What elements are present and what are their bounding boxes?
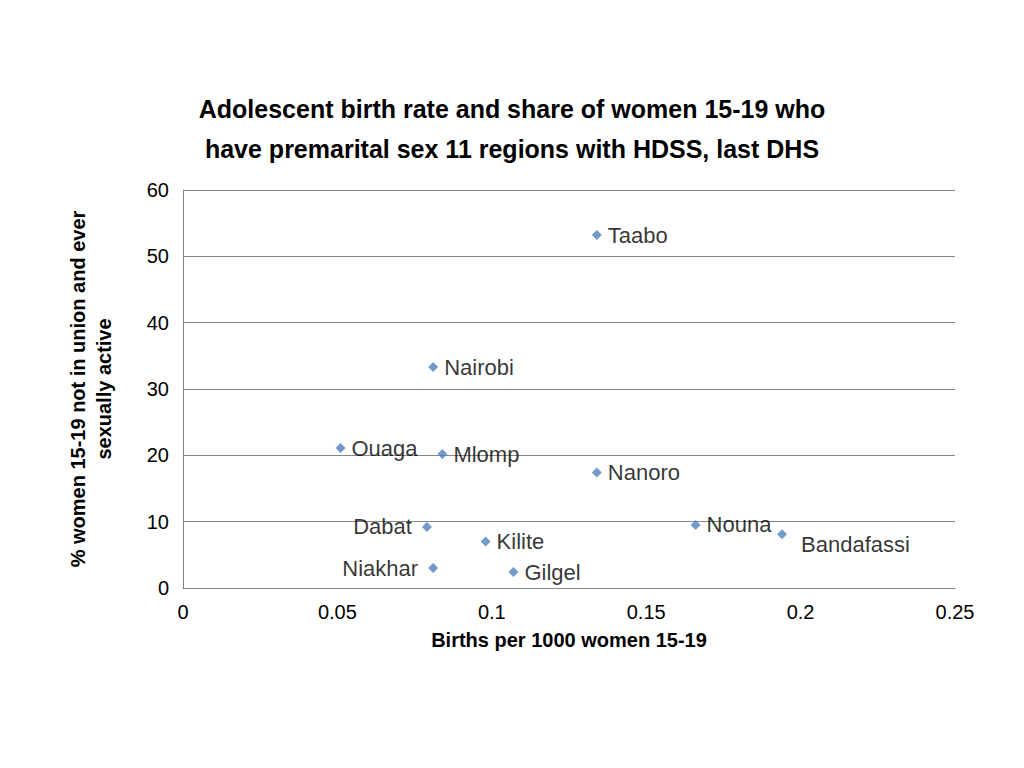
svg-text:30: 30 [147,378,169,400]
svg-text:60: 60 [147,179,169,201]
svg-text:0: 0 [177,601,188,623]
svg-text:Births per 1000 women 15-19: Births per 1000 women 15-19 [431,629,707,651]
svg-text:Ouaga: Ouaga [351,436,418,461]
svg-text:Mlomp: Mlomp [453,442,519,467]
svg-text:Gilgel: Gilgel [524,560,580,585]
svg-text:Nairobi: Nairobi [444,355,514,380]
svg-text:sexually active: sexually active [93,318,115,459]
svg-text:0.05: 0.05 [318,601,357,623]
svg-text:0.2: 0.2 [787,601,815,623]
svg-text:% women 15-19 not in union and: % women 15-19 not in union and ever [67,210,89,567]
svg-text:Nanoro: Nanoro [608,460,680,485]
svg-text:Nouna: Nouna [707,512,773,537]
svg-text:Adolescent birth rate and shar: Adolescent birth rate and share of women… [199,95,826,123]
svg-text:0.15: 0.15 [627,601,666,623]
svg-text:have premarital sex 11 regions: have premarital sex 11 regions with HDSS… [205,135,819,163]
svg-text:Kilite: Kilite [497,529,545,554]
svg-text:Taabo: Taabo [608,223,668,248]
svg-text:40: 40 [147,312,169,334]
svg-text:Dabat: Dabat [353,514,412,539]
svg-text:0: 0 [158,577,169,599]
svg-text:10: 10 [147,511,169,533]
svg-text:Niakhar: Niakhar [342,556,418,581]
svg-text:50: 50 [147,245,169,267]
svg-text:0.25: 0.25 [936,601,975,623]
svg-text:20: 20 [147,444,169,466]
svg-text:Bandafassi: Bandafassi [801,532,910,557]
svg-text:0.1: 0.1 [478,601,506,623]
